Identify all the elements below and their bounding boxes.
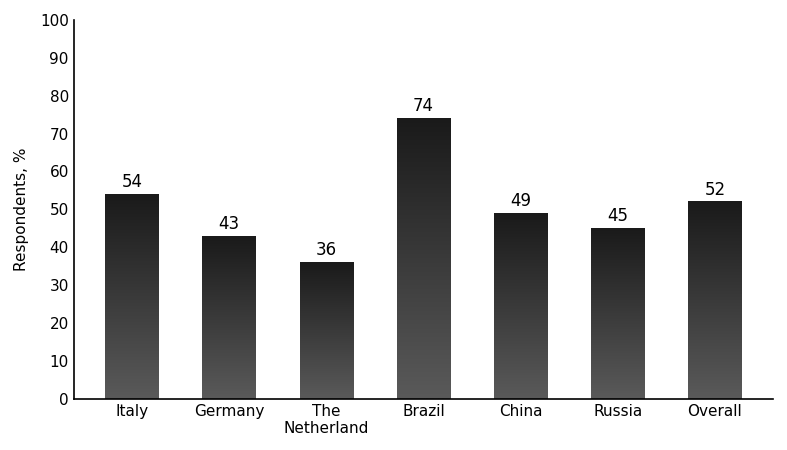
Text: 45: 45 bbox=[608, 207, 628, 225]
Text: 54: 54 bbox=[121, 173, 142, 191]
Text: 36: 36 bbox=[316, 241, 337, 259]
Text: 43: 43 bbox=[219, 215, 240, 233]
Y-axis label: Respondents, %: Respondents, % bbox=[14, 148, 29, 271]
Text: 74: 74 bbox=[413, 97, 434, 115]
Text: 49: 49 bbox=[510, 192, 531, 210]
Text: 52: 52 bbox=[704, 181, 726, 199]
